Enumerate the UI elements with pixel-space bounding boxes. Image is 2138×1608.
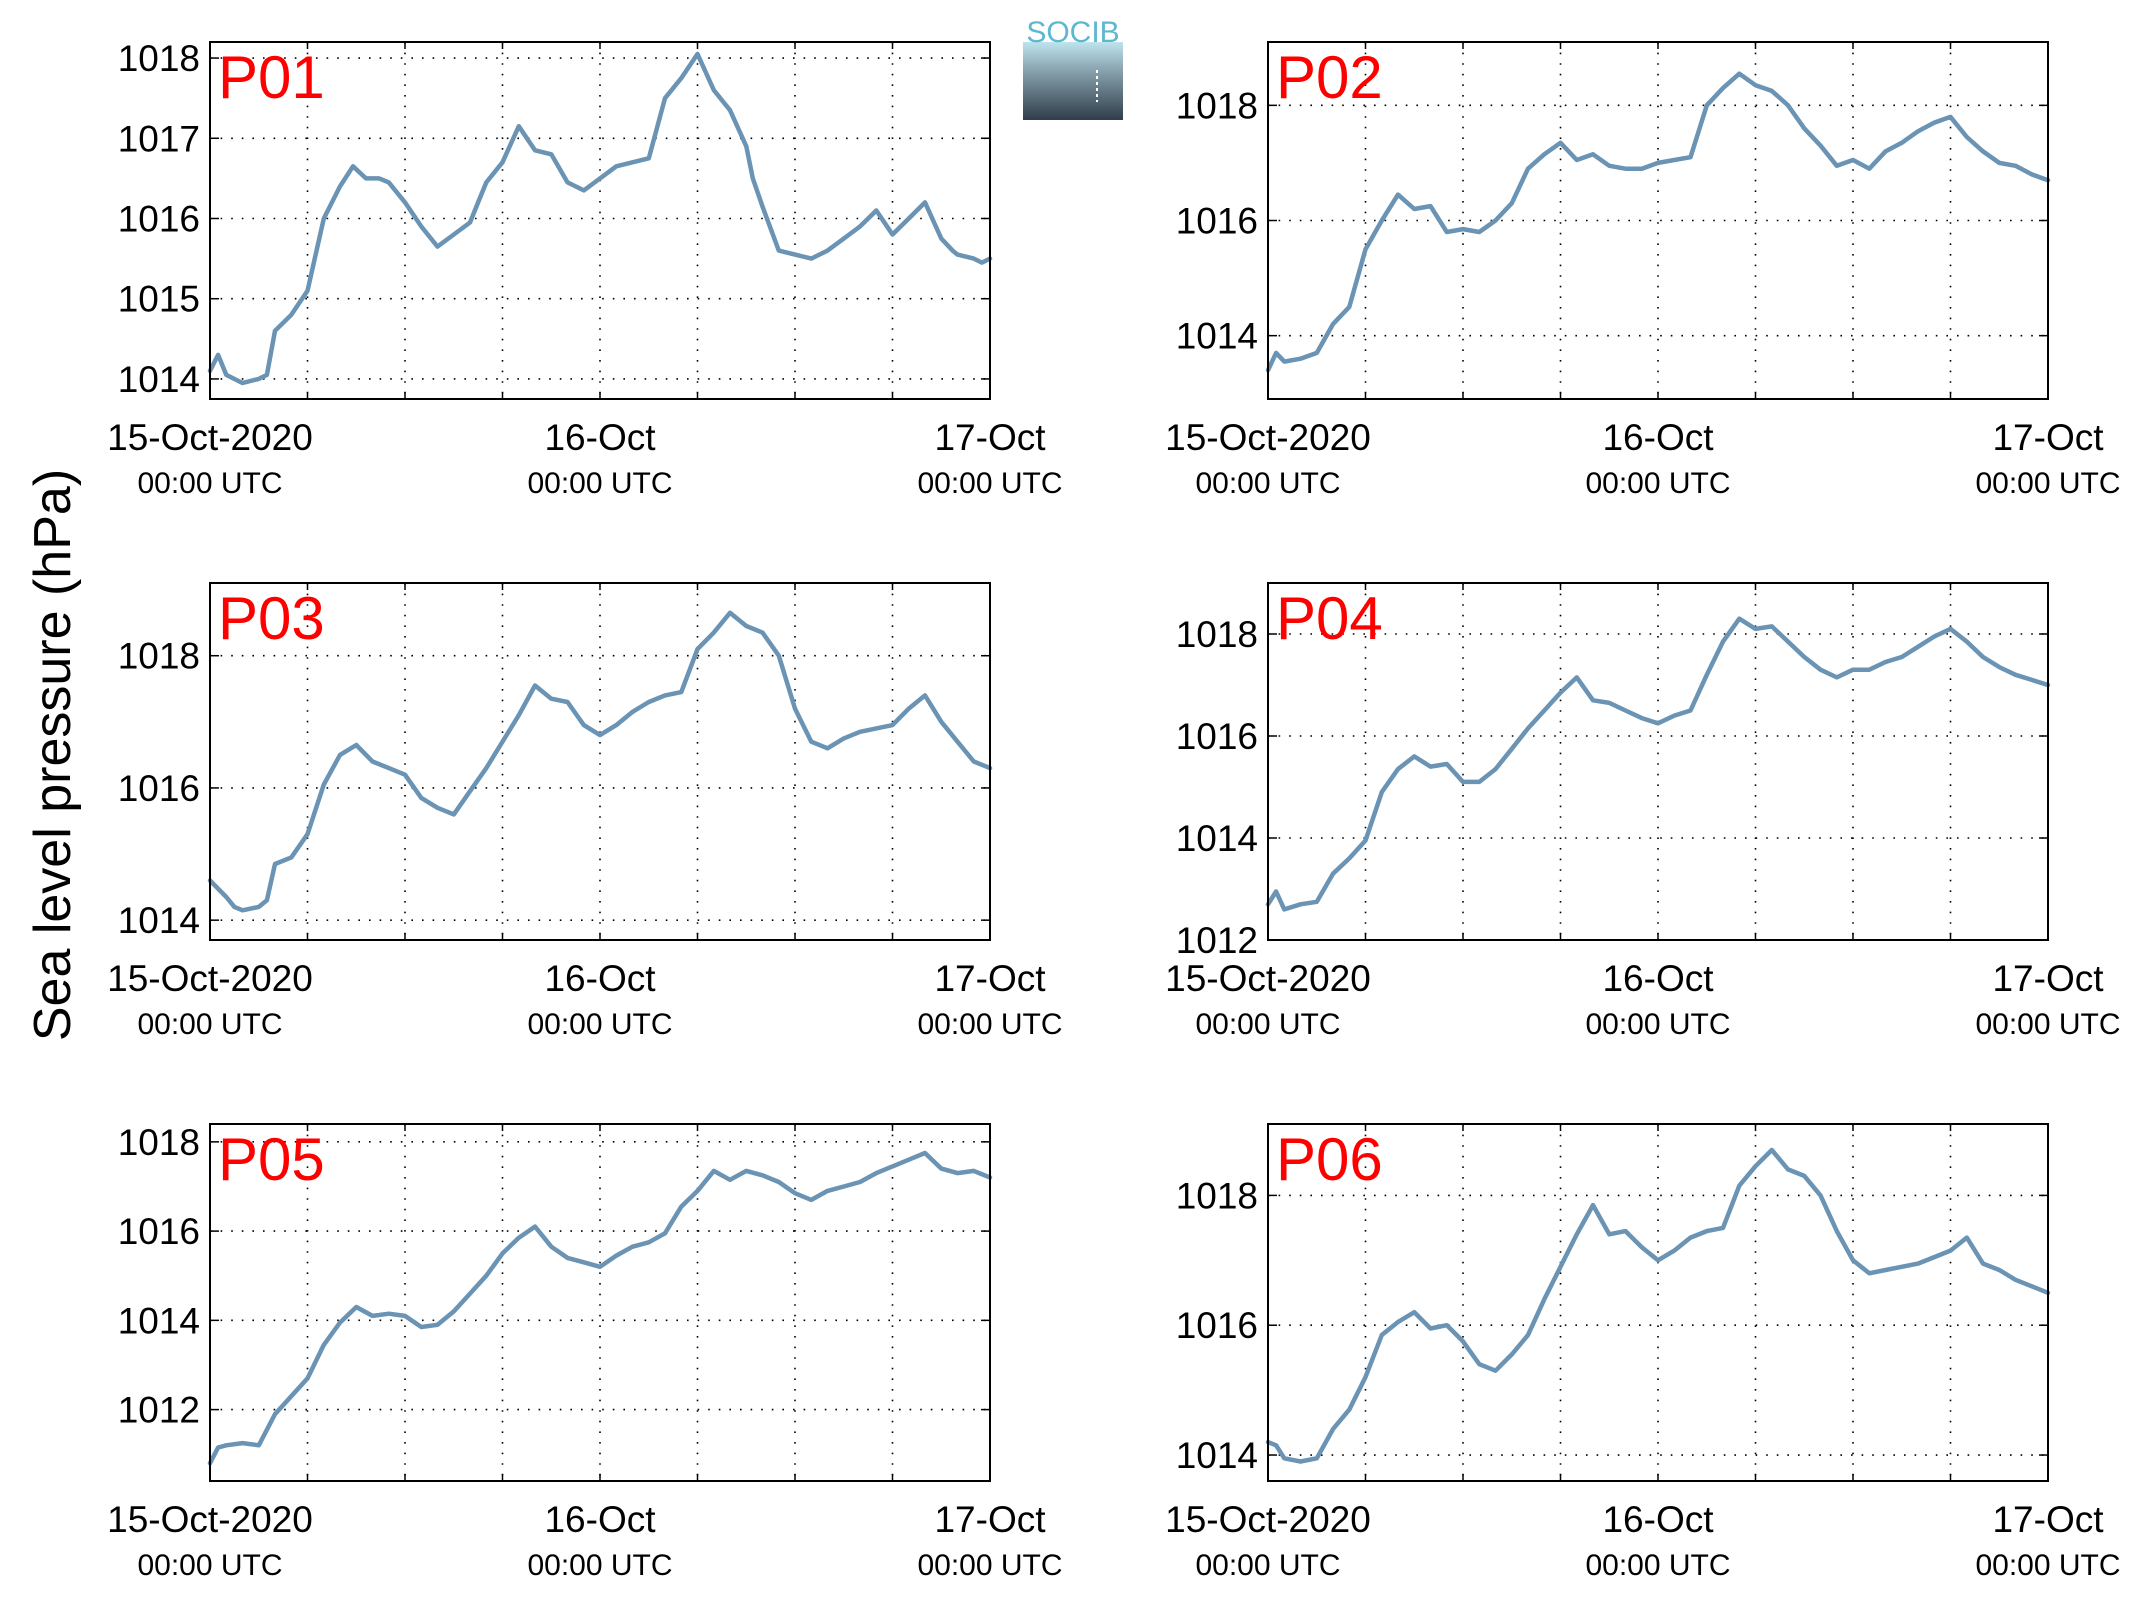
p02-y-tick-label: 1016 <box>1176 201 1258 242</box>
p01-x-tick-label-date: 17-Oct <box>934 417 1046 458</box>
panel-p04: 1012 1014 1016 1018 15-Oct-2020 00:00 UTC 16-O… <box>1165 582 2121 1041</box>
p03-panel-label: P03 <box>218 585 325 652</box>
p03-x-tick-label-time: 00:00 UTC <box>917 1008 1062 1041</box>
p06-y-tick-label: 1018 <box>1176 1175 1258 1216</box>
p06-axes-frame <box>1267 1123 2049 1482</box>
p05-axes-frame <box>209 1123 991 1482</box>
p03-y-tick-label: 1018 <box>118 636 200 677</box>
p04-x-tick-label-time: 00:00 UTC <box>1195 1008 1340 1041</box>
p05-x-tick-label-time: 00:00 UTC <box>527 1549 672 1582</box>
p01-pressure-line <box>207 51 993 386</box>
p05-x-tick-label-time: 00:00 UTC <box>137 1549 282 1582</box>
p05-pressure-line <box>207 1150 993 1466</box>
p04-pressure-line <box>1265 616 2051 912</box>
p01-x-tick-label-date: 16-Oct <box>544 417 656 458</box>
p03-x-tick-label-time: 00:00 UTC <box>527 1008 672 1041</box>
p03-x-tick-label-date: 17-Oct <box>934 958 1046 999</box>
p04-panel-label: P04 <box>1276 585 1383 652</box>
p01-x-tick-label-time: 00:00 UTC <box>917 467 1062 500</box>
p06-x-tick-label-time: 00:00 UTC <box>1195 1549 1340 1582</box>
socib-logo-text: SOCIB <box>1026 16 1119 49</box>
p01-x-tick-label-date: 15-Oct-2020 <box>107 417 313 458</box>
p04-axes-frame <box>1267 582 2049 941</box>
p06-y-tick-label: 1014 <box>1176 1435 1258 1476</box>
p01-axes-frame <box>209 41 991 400</box>
p02-x-tick-label-date: 17-Oct <box>1992 417 2104 458</box>
p05-panel-label: P05 <box>218 1126 325 1193</box>
p04-y-tick-label: 1018 <box>1176 614 1258 655</box>
p05-x-tick-label-date: 16-Oct <box>544 1499 656 1540</box>
p01-y-tick-label: 1014 <box>118 359 200 400</box>
p03-x-tick-label-time: 00:00 UTC <box>137 1008 282 1041</box>
p01-panel-label: P01 <box>218 44 325 111</box>
p01-y-tick-label: 1018 <box>118 38 200 79</box>
logo-gradient-block <box>1023 42 1123 120</box>
p05-x-tick-label-time: 00:00 UTC <box>917 1549 1062 1582</box>
p04-y-tick-label: 1012 <box>1176 920 1258 961</box>
p02-x-tick-label-time: 00:00 UTC <box>1975 467 2120 500</box>
p02-x-tick-label-time: 00:00 UTC <box>1195 467 1340 500</box>
p02-x-tick-label-date: 15-Oct-2020 <box>1165 417 1371 458</box>
p04-x-tick-label-date: 16-Oct <box>1602 958 1714 999</box>
p05-y-tick-label: 1018 <box>118 1122 200 1163</box>
p01-y-tick-label: 1016 <box>118 198 200 239</box>
p05-y-tick-label: 1014 <box>118 1300 200 1341</box>
p05-x-tick-label-date: 17-Oct <box>934 1499 1046 1540</box>
p04-x-tick-label-date: 17-Oct <box>1992 958 2104 999</box>
p01-x-tick-label-time: 00:00 UTC <box>527 467 672 500</box>
panel-p05: 1012 1014 1016 1018 15-Oct-2020 00:00 UTC 16-O… <box>107 1122 1062 1582</box>
p04-y-tick-label: 1014 <box>1176 818 1258 859</box>
p02-y-tick-label: 1014 <box>1176 316 1258 357</box>
p01-y-tick-label: 1017 <box>118 118 200 159</box>
p02-y-tick-label: 1018 <box>1176 85 1258 126</box>
p06-panel-label: P06 <box>1276 1126 1383 1193</box>
y-axis-label: Sea level pressure (hPa) <box>24 469 82 1041</box>
p06-x-tick-label-time: 00:00 UTC <box>1975 1549 2120 1582</box>
p04-x-tick-label-date: 15-Oct-2020 <box>1165 958 1371 999</box>
p06-x-tick-label-date: 17-Oct <box>1992 1499 2104 1540</box>
p05-x-tick-label-date: 15-Oct-2020 <box>107 1499 313 1540</box>
panel-p02: 1014 1016 1018 15-Oct-2020 00:00 UTC 16-Oct 00… <box>1165 41 2121 500</box>
panels-group: 1014 1015 1016 1017 1018 15-Oct-2020 00:00 UTC… <box>107 38 2120 1582</box>
p02-axes-frame <box>1267 41 2049 400</box>
p04-y-tick-label: 1016 <box>1176 716 1258 757</box>
p03-axes-frame <box>209 582 991 941</box>
panel-p03: 1014 1016 1018 15-Oct-2020 00:00 UTC 16-Oct 00… <box>107 582 1063 1041</box>
p03-x-tick-label-date: 15-Oct-2020 <box>107 958 313 999</box>
p05-y-tick-label: 1016 <box>118 1211 200 1252</box>
p02-x-tick-label-time: 00:00 UTC <box>1585 467 1730 500</box>
p02-pressure-line <box>1265 71 2051 373</box>
p02-panel-label: P02 <box>1276 44 1383 111</box>
panel-p06: 1014 1016 1018 15-Oct-2020 00:00 UTC 16-Oct 00… <box>1165 1123 2121 1582</box>
panel-p01: 1014 1015 1016 1017 1018 15-Oct-2020 00:00 UTC… <box>107 38 1062 500</box>
socib-logo: SOCIB <box>1023 16 1123 120</box>
p03-pressure-line <box>207 610 993 913</box>
p03-x-tick-label-date: 16-Oct <box>544 958 656 999</box>
p05-y-tick-label: 1012 <box>118 1390 200 1431</box>
p03-y-tick-label: 1016 <box>118 768 200 809</box>
p04-x-tick-label-time: 00:00 UTC <box>1975 1008 2120 1041</box>
p01-y-tick-label: 1015 <box>118 279 200 320</box>
p06-x-tick-label-date: 16-Oct <box>1602 1499 1714 1540</box>
p04-x-tick-label-time: 00:00 UTC <box>1585 1008 1730 1041</box>
p02-x-tick-label-date: 16-Oct <box>1602 417 1714 458</box>
p06-y-tick-label: 1016 <box>1176 1305 1258 1346</box>
p01-x-tick-label-time: 00:00 UTC <box>137 467 282 500</box>
p06-pressure-line <box>1265 1147 2051 1464</box>
p03-y-tick-label: 1014 <box>118 900 200 941</box>
p06-x-tick-label-date: 15-Oct-2020 <box>1165 1499 1371 1540</box>
p06-x-tick-label-time: 00:00 UTC <box>1585 1549 1730 1582</box>
